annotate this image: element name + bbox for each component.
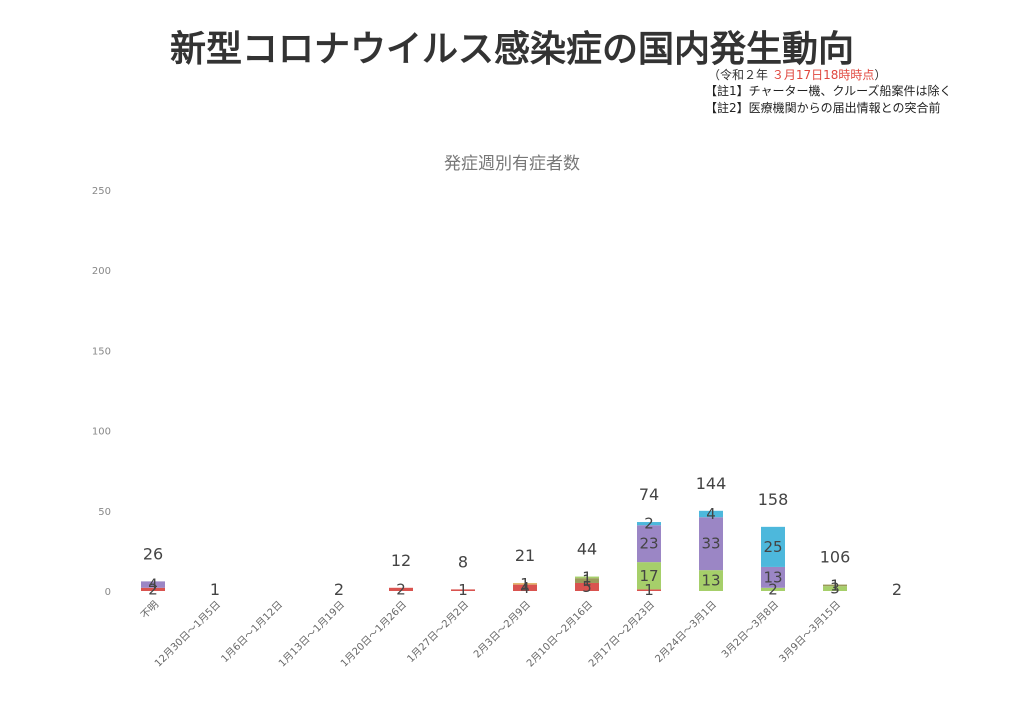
as-of-suffix: ） (874, 68, 887, 82)
total-label: 12 (391, 551, 411, 570)
bar-segment (575, 578, 599, 583)
total-label: 1 (210, 580, 220, 599)
x-tick-label: 2月17日～2月23日 (586, 599, 657, 670)
segment-label: 2 (768, 580, 778, 598)
y-tick-label: 200 (92, 266, 111, 277)
segment-label: 1 (644, 581, 654, 599)
total-label: 74 (639, 485, 659, 504)
bar-segment (389, 587, 413, 591)
bar-segment (699, 570, 723, 591)
segment-label: 1 (582, 572, 592, 590)
y-tick-label: 50 (98, 507, 111, 518)
x-tick-label: 1月6日～1月12日 (219, 599, 285, 665)
total-label: 26 (143, 544, 163, 563)
as-of-date: （令和２年 ３月17日18時時点） (708, 66, 886, 83)
bar-segment (761, 566, 785, 588)
segment-label: 13 (763, 568, 782, 586)
bar-segment (451, 589, 475, 591)
as-of-prefix: （令和２年 (708, 68, 772, 82)
segment-label: 1 (582, 568, 592, 586)
as-of-highlight: ３月17日18時時点 (771, 68, 875, 82)
x-tick-label: 3月9日～3月15日 (777, 599, 843, 665)
page-title: 新型コロナウイルス感染症の国内発生動向 (169, 29, 854, 70)
bar-segment (637, 589, 661, 591)
segment-label: 23 (639, 535, 658, 553)
bar-segment (699, 510, 723, 518)
bar-segment (141, 587, 165, 591)
x-tick-label: 不明 (138, 599, 161, 622)
total-label: 158 (758, 490, 789, 509)
segment-label: 4 (148, 576, 158, 594)
bar-segment (513, 582, 537, 585)
x-tick-label: 2月24日～3月1日 (653, 599, 719, 665)
bar-segment (823, 584, 847, 587)
y-tick-label: 150 (92, 346, 111, 357)
y-tick-label: 100 (92, 427, 111, 438)
segment-label: 2 (148, 580, 158, 598)
segment-label: 13 (701, 572, 720, 590)
total-label: 2 (334, 580, 344, 599)
segment-label: 2 (644, 515, 654, 533)
segment-label: 3 (830, 580, 840, 598)
note-2: 【註2】医療機関からの届出情報との突合前 (705, 101, 941, 115)
y-tick-label: 0 (105, 587, 111, 598)
bar-segment (637, 522, 661, 526)
total-label: 21 (515, 546, 535, 565)
segment-label: 2 (396, 580, 406, 598)
total-label: 8 (458, 552, 468, 571)
bar-segment (575, 576, 599, 579)
segment-label: 1 (520, 575, 530, 593)
total-label: 2 (892, 580, 902, 599)
x-tick-label: 12月30日～1月5日 (152, 599, 223, 670)
segment-label: 5 (582, 578, 592, 596)
bar-segment (761, 526, 785, 567)
bar-segment (761, 587, 785, 591)
segment-label: 25 (763, 538, 782, 556)
x-tick-label: 3月2日～3月8日 (719, 599, 781, 661)
segment-label: 1 (830, 576, 840, 594)
bar-segment (637, 562, 661, 590)
segment-label: 4 (706, 505, 716, 523)
x-tick-label: 1月13日～1月19日 (276, 599, 347, 670)
segment-label: 33 (701, 535, 720, 553)
bar-segment (637, 525, 661, 563)
bar-segment (699, 517, 723, 571)
y-tick-label: 250 (92, 186, 111, 197)
x-tick-label: 1月20日～1月26日 (338, 599, 409, 670)
bar-segment (513, 584, 537, 591)
segment-label: 1 (458, 581, 468, 599)
total-label: 106 (820, 548, 851, 567)
total-label: 44 (577, 540, 597, 559)
chart-title: 発症週別有症者数 (444, 154, 580, 174)
x-tick-label: 1月27日～2月2日 (405, 599, 471, 665)
bar-segment (141, 581, 165, 588)
x-tick-label: 2月10日～2月16日 (524, 599, 595, 670)
bar-segment (575, 582, 599, 591)
segment-label: 17 (639, 567, 658, 585)
total-label: 144 (696, 474, 727, 493)
x-tick-label: 2月3日～2月9日 (471, 599, 533, 661)
note-1: 【註1】チャーター機、クルーズ船案件は除く (705, 84, 952, 98)
segment-label: 4 (520, 579, 530, 597)
bar-segment (823, 586, 847, 591)
